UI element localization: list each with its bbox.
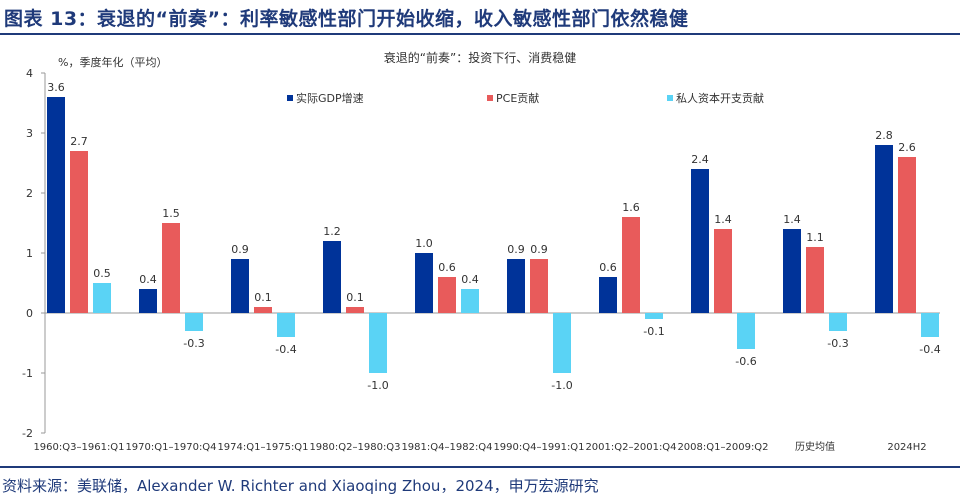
y-tick-label: 3 [26,127,33,140]
legend-swatch [287,95,293,101]
bar [921,313,939,337]
bar [829,313,847,331]
bar [369,313,387,373]
data-label: 0.9 [231,243,249,256]
x-tick-label: 2024H2 [887,442,926,453]
x-tick-label: 1981:Q4–1982:Q4 [401,442,492,453]
y-axis-label: %，季度年化（平均） [58,55,167,69]
title-divider [0,33,960,35]
data-label: 1.4 [714,213,732,226]
bar [461,289,479,313]
legend-label: PCE贡献 [496,91,539,105]
data-label: 1.1 [806,231,824,244]
data-label: -1.0 [367,379,388,392]
bar [277,313,295,337]
data-label: 1.6 [622,201,640,214]
bar [185,313,203,331]
x-tick-label: 2008:Q1–2009:Q2 [677,442,768,453]
data-label: 0.9 [507,243,525,256]
data-label: -0.6 [735,355,756,368]
data-label: 0.6 [438,261,456,274]
data-label: 3.6 [47,81,65,94]
data-label: 1.0 [415,237,433,250]
bar [622,217,640,313]
data-label: 2.6 [898,141,916,154]
bar [47,97,65,313]
data-label: 2.4 [691,153,709,166]
bar [714,229,732,313]
bar [806,247,824,313]
bar [438,277,456,313]
bar [553,313,571,373]
figure-title: 图表 13：衰退的“前奏”：利率敏感性部门开始收缩，收入敏感性部门依然稳健 [4,8,689,30]
x-tick-label: 1960:Q3–1961:Q1 [33,442,124,453]
y-tick-label: 2 [26,187,33,200]
source-note: 资料来源：美联储，Alexander W. Richter and Xiaoqi… [2,477,599,495]
bar [323,241,341,313]
x-tick-label: 1980:Q2–1980:Q3 [309,442,400,453]
data-label: 2.7 [70,135,88,148]
x-tick-label: 1990:Q4–1991:Q1 [493,442,584,453]
data-label: -0.1 [643,325,664,338]
data-label: 0.6 [599,261,617,274]
data-label: 0.5 [93,267,111,280]
data-label: 2.8 [875,129,893,142]
y-tick-label: 1 [26,247,33,260]
x-tick-label: 1974:Q1–1975:Q1 [217,442,308,453]
data-label: 0.1 [254,291,272,304]
x-tick-label: 1970:Q1–1970:Q4 [125,442,216,453]
bar [783,229,801,313]
data-label: -1.0 [551,379,572,392]
data-label: 1.5 [162,207,180,220]
bar [898,157,916,313]
legend-label: 实际GDP增速 [296,91,364,105]
data-label: 0.4 [139,273,157,286]
bar [530,259,548,313]
x-tick-label: 历史均值 [795,440,835,453]
data-label: -0.4 [275,343,296,356]
legend-swatch [667,95,673,101]
y-tick-label: 4 [26,67,33,80]
bar [507,259,525,313]
y-tick-label: -1 [22,367,33,380]
bar [691,169,709,313]
bar [415,253,433,313]
data-label: 1.2 [323,225,341,238]
bar [162,223,180,313]
x-tick-label: 2001:Q2–2001:Q4 [585,442,676,453]
bar-chart: 衰退的“前奏”：投资下行、消费稳健 %，季度年化（平均） -2 -1 0 1 2 3 4 实际GD… [22,50,941,453]
data-label: -0.4 [919,343,940,356]
data-label: -0.3 [827,337,848,350]
y-tick-label: 0 [26,307,33,320]
data-label: 0.1 [346,291,364,304]
bar [737,313,755,349]
bar [231,259,249,313]
bar [346,307,364,313]
data-label: 0.9 [530,243,548,256]
y-tick-label: -2 [22,427,33,440]
bar [599,277,617,313]
legend-swatch [487,95,493,101]
chart-title: 衰退的“前奏”：投资下行、消费稳健 [384,50,576,65]
legend-label: 私人资本开支贡献 [676,91,764,105]
bar [645,313,663,319]
footer-divider [0,466,960,468]
bar [139,289,157,313]
bar [875,145,893,313]
bar [254,307,272,313]
data-label: -0.3 [183,337,204,350]
bar [70,151,88,313]
bar [93,283,111,313]
data-label: 1.4 [783,213,801,226]
data-label: 0.4 [461,273,479,286]
